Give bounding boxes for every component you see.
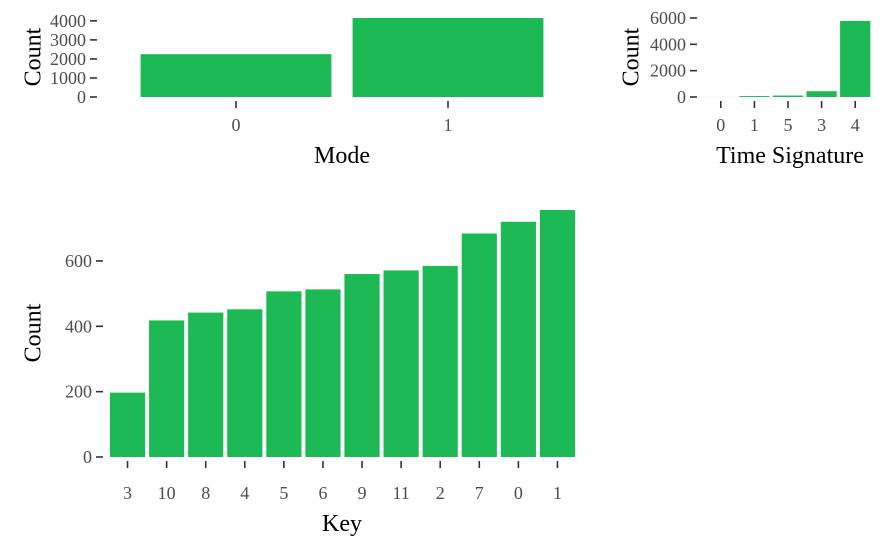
key-y-axis-title: Count	[20, 303, 46, 362]
time-signature-y-tick-label-6000: 6000	[650, 8, 686, 28]
key-bar-11	[383, 270, 419, 457]
time-signature-y-axis-title: Count	[618, 27, 644, 86]
key-x-axis-title: Key	[322, 511, 362, 537]
time-signature-y-tick-label-4000: 4000	[650, 34, 686, 54]
key-bar-5	[266, 291, 302, 457]
key-bar-2	[422, 265, 458, 457]
key-x-tick-label-10: 10	[158, 483, 176, 503]
key-bar-0	[500, 221, 536, 457]
key-y-tick-label-200: 200	[65, 382, 92, 402]
time-signature-bar-4	[840, 20, 871, 97]
key-bar-6	[305, 289, 341, 457]
key-bar-10	[149, 320, 185, 457]
mode-y-axis-title: Count	[20, 27, 46, 86]
mode-y-tick-label-3000: 3000	[50, 30, 86, 50]
key-y-tick-label-600: 600	[65, 251, 92, 271]
key-x-tick-label-6: 6	[318, 483, 327, 503]
key-bar-9	[344, 274, 380, 457]
time-signature-x-tick-label-3: 3	[817, 115, 826, 135]
key-x-tick-label-7: 7	[475, 483, 484, 503]
key-x-tick-label-1: 1	[553, 483, 562, 503]
time-signature-y-tick-label-0: 0	[677, 87, 686, 107]
mode-y-tick-label-1000: 1000	[50, 68, 86, 88]
mode-x-tick-label-0: 0	[232, 115, 241, 135]
key-y-tick-label-0: 0	[83, 447, 92, 467]
mode-y-tick-label-0: 0	[77, 87, 86, 107]
mode-x-tick-label-1: 1	[444, 115, 453, 135]
time-signature-chart: 0 1 5 3 4 0 2000 4000 6000 Time Signature Count	[618, 8, 871, 169]
mode-y-tick-label-2000: 2000	[50, 49, 86, 69]
key-x-tick-label-11: 11	[392, 483, 409, 503]
key-x-tick-label-3: 3	[123, 483, 132, 503]
key-x-tick-label-4: 4	[240, 483, 249, 503]
mode-bar-0	[140, 54, 332, 97]
key-x-tick-label-5: 5	[279, 483, 288, 503]
time-signature-bar-1	[739, 96, 770, 97]
key-bar-4	[227, 309, 263, 457]
key-x-tick-label-9: 9	[358, 483, 367, 503]
key-bar-8	[188, 312, 224, 457]
time-signature-x-tick-label-0: 0	[716, 115, 725, 135]
key-bar-3	[109, 392, 146, 457]
mode-x-axis-title: Mode	[314, 143, 370, 169]
key-x-tick-label-0: 0	[514, 483, 523, 503]
time-signature-x-tick-label-4: 4	[851, 115, 860, 135]
mode-y-tick-label-4000: 4000	[50, 11, 86, 31]
key-x-tick-label-8: 8	[201, 483, 210, 503]
time-signature-x-tick-label-1: 1	[750, 115, 759, 135]
key-x-tick-label-2: 2	[436, 483, 445, 503]
time-signature-x-axis-title: Time Signature	[716, 143, 864, 169]
key-bar-7	[461, 233, 497, 457]
key-y-tick-label-400: 400	[65, 316, 92, 336]
time-signature-bar-5	[772, 95, 804, 97]
time-signature-bar-3	[806, 91, 837, 97]
time-signature-x-tick-label-5: 5	[784, 115, 793, 135]
time-signature-y-tick-label-2000: 2000	[650, 61, 686, 81]
key-bar-1	[539, 210, 576, 457]
mode-bar-1	[352, 18, 544, 97]
